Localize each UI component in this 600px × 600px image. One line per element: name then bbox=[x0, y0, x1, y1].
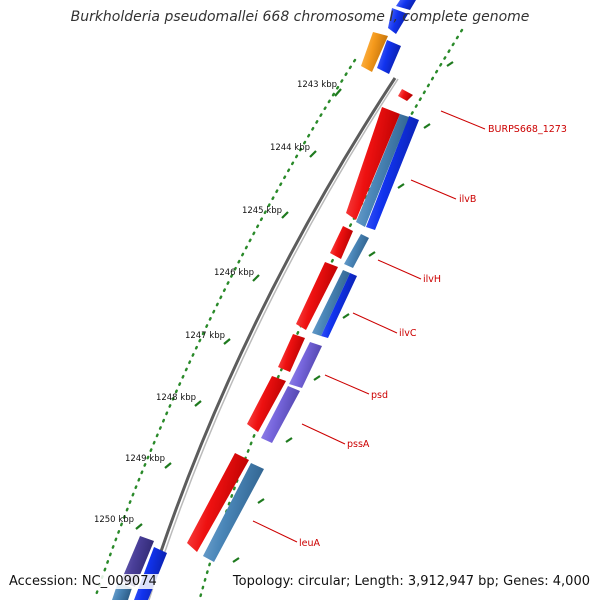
gene-pssa[interactable] bbox=[247, 376, 286, 432]
gene-cds-blue[interactable] bbox=[377, 40, 401, 74]
gene-ilvc-blue[interactable] bbox=[321, 273, 357, 338]
tick-mark bbox=[135, 523, 143, 530]
gene-label[interactable]: psd bbox=[371, 390, 388, 401]
gene-leua[interactable] bbox=[187, 453, 249, 552]
genome-backbone bbox=[143, 77, 397, 600]
leader-line bbox=[301, 423, 346, 445]
gene-burps668-1273[interactable] bbox=[398, 89, 413, 101]
gene-ilvc-steel[interactable] bbox=[312, 270, 350, 336]
gene-leua-steel[interactable] bbox=[203, 463, 264, 562]
map-title: Burkholderia pseudomallei 668 chromosome… bbox=[70, 9, 530, 25]
tick-label: 1250 kbp bbox=[94, 515, 134, 525]
gene-ilvb[interactable] bbox=[346, 107, 400, 220]
gene-label[interactable]: ilvH bbox=[423, 274, 441, 285]
gene-label[interactable]: ilvC bbox=[399, 328, 417, 339]
tick-mark bbox=[397, 183, 405, 189]
inner-ticks bbox=[232, 61, 454, 563]
gene-ilvb-blue[interactable] bbox=[366, 116, 419, 230]
leader-line bbox=[440, 110, 486, 130]
gene-psd-purple[interactable] bbox=[289, 342, 322, 388]
gene-pssa-purple[interactable] bbox=[261, 386, 300, 443]
tick-label: 1244 kbp bbox=[270, 143, 310, 153]
tick-mark bbox=[313, 375, 321, 381]
gene-label[interactable]: ilvB bbox=[459, 194, 476, 205]
gene-label[interactable]: BURPS668_1273 bbox=[488, 124, 567, 135]
gene-cds-orange[interactable] bbox=[361, 32, 388, 72]
gene-ilvc[interactable] bbox=[296, 262, 338, 330]
tick-label: 1248 kbp bbox=[156, 393, 196, 403]
tick-mark bbox=[368, 251, 376, 257]
tick-mark bbox=[164, 462, 172, 469]
tick-mark bbox=[232, 557, 240, 563]
leader-line bbox=[352, 312, 398, 334]
genome-backbone-shadow bbox=[148, 78, 399, 600]
tick-label: 1243 kbp bbox=[297, 80, 337, 90]
gene-cds-blue[interactable] bbox=[388, 8, 408, 34]
gene-ilvh[interactable] bbox=[330, 226, 353, 259]
tick-mark bbox=[285, 437, 293, 443]
outer-dotted-ring bbox=[93, 58, 357, 600]
tick-mark bbox=[423, 123, 431, 129]
tick-mark bbox=[194, 400, 202, 407]
tick-label: 1247 kbp bbox=[185, 331, 225, 341]
tick-mark bbox=[257, 498, 265, 504]
tick-mark bbox=[342, 313, 350, 319]
tick-mark bbox=[446, 61, 454, 67]
gene-cds-blue[interactable] bbox=[396, 0, 416, 10]
accession-label: Accession: NC_009074 bbox=[7, 574, 159, 589]
inner-dotted-ring bbox=[198, 28, 464, 600]
kbp-ticks bbox=[135, 88, 342, 530]
tick-mark bbox=[223, 338, 231, 345]
gene-label[interactable]: leuA bbox=[299, 538, 321, 549]
tick-mark bbox=[334, 88, 342, 97]
gene-label[interactable]: pssA bbox=[347, 439, 370, 450]
tick-label: 1246 kbp bbox=[214, 268, 254, 278]
topology-label: Topology: circular; Length: 3,912,947 bp… bbox=[230, 574, 592, 589]
tick-label: 1249 kbp bbox=[125, 454, 165, 464]
tick-mark bbox=[281, 211, 289, 219]
tick-mark bbox=[309, 150, 317, 158]
gene-ilvb-steel[interactable] bbox=[356, 114, 409, 227]
leader-line bbox=[377, 259, 422, 280]
gene-psd[interactable] bbox=[278, 334, 305, 372]
leader-line bbox=[324, 374, 370, 395]
leader-line bbox=[252, 520, 298, 543]
tick-label: 1245 kbp bbox=[242, 206, 282, 216]
gene-ilvh-steel[interactable] bbox=[344, 234, 369, 268]
tick-mark bbox=[252, 274, 260, 282]
leader-line bbox=[410, 179, 457, 200]
